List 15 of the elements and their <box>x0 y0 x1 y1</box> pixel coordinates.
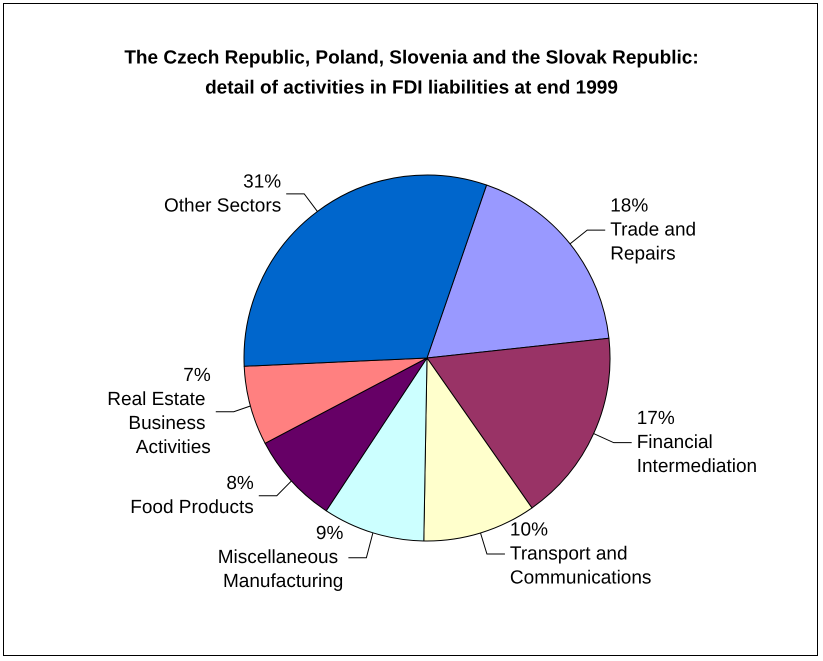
slice-label: Trade and Repairs <box>610 220 702 265</box>
slice-label: Financial Intermediation <box>636 432 758 478</box>
data-label: 7% <box>183 365 211 386</box>
data-label: 10% <box>510 520 548 541</box>
slice-label: Food Products <box>130 497 254 518</box>
data-label: 8% <box>226 473 254 494</box>
slice-label: Real Estate Business Activities <box>107 389 211 458</box>
slice-label: Other Sectors <box>164 195 282 216</box>
slice-label: Transport and Communications <box>510 544 652 589</box>
data-label: 17% <box>636 408 675 430</box>
data-label: 9% <box>316 523 344 544</box>
slice-label: Miscellaneous Manufacturing <box>218 547 344 592</box>
chart-title: The Czech Republic, Poland, Slovenia and the Slovak Republic: detail of activities in FDI liabilities at end 1999 <box>124 48 699 98</box>
data-label: 31% <box>243 171 282 192</box>
data-label: 18% <box>610 196 648 217</box>
